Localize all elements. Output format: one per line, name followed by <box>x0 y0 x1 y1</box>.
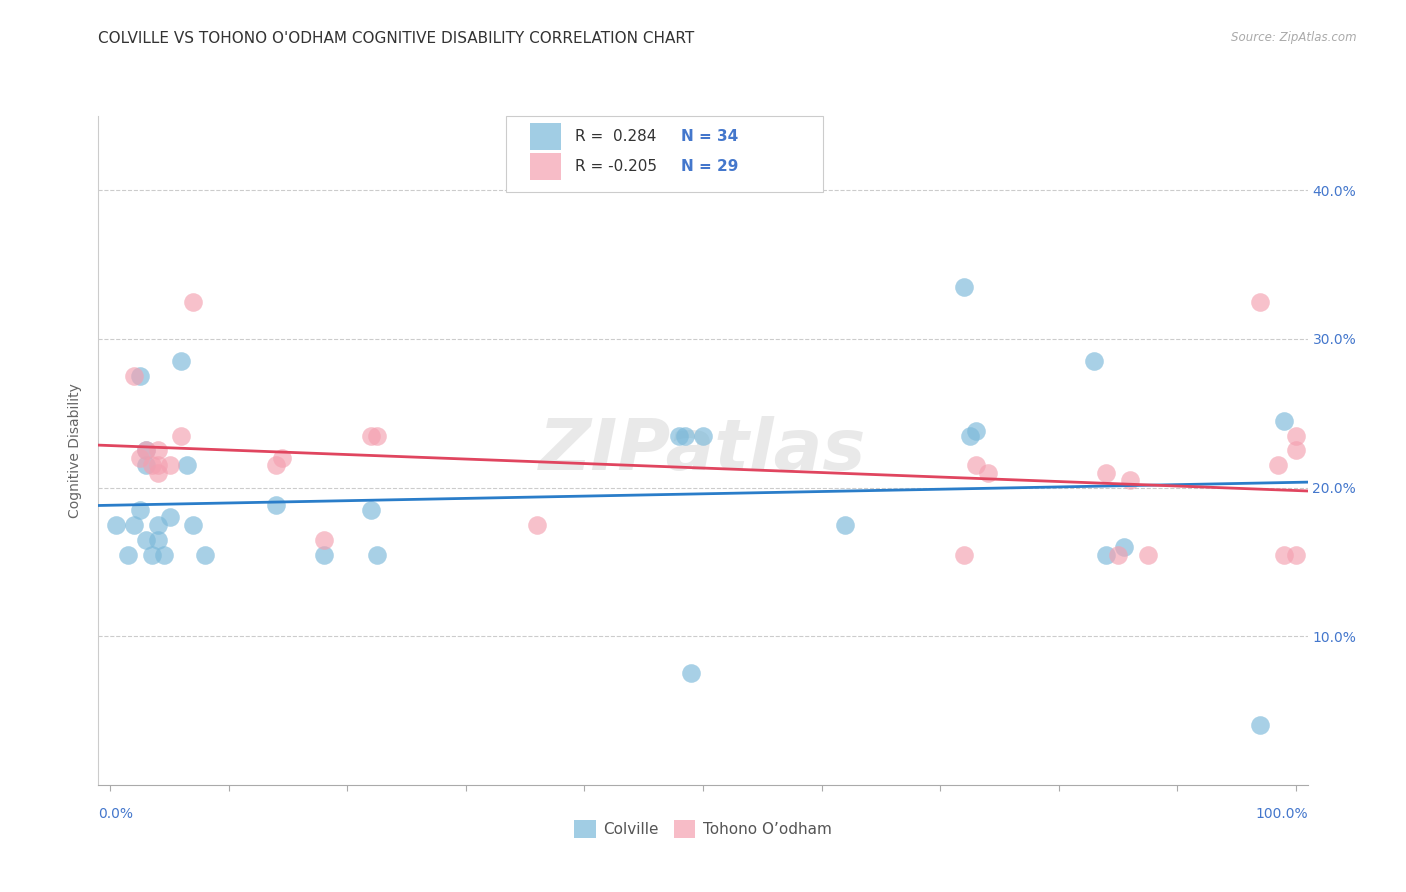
Point <box>1112 540 1135 554</box>
Point <box>360 503 382 517</box>
Point <box>146 466 169 480</box>
Point <box>1285 428 1308 442</box>
Point <box>1095 548 1118 562</box>
Point <box>1249 718 1271 732</box>
Point <box>129 369 152 384</box>
Point <box>141 458 163 473</box>
Point <box>1267 458 1289 473</box>
Point <box>312 548 335 562</box>
Point <box>834 517 856 532</box>
Point <box>170 354 193 368</box>
Point <box>117 548 139 562</box>
Point <box>135 458 157 473</box>
Point <box>976 466 998 480</box>
Point <box>1272 414 1295 428</box>
Point <box>1272 548 1295 562</box>
Point <box>129 503 152 517</box>
Point <box>1119 473 1142 487</box>
Point <box>668 428 690 442</box>
Point <box>965 424 987 438</box>
Point <box>1107 548 1129 562</box>
Point <box>181 517 204 532</box>
Point <box>366 548 388 562</box>
Text: N = 29: N = 29 <box>681 160 738 174</box>
Point <box>1285 548 1308 562</box>
Text: N = 34: N = 34 <box>681 129 738 144</box>
Point <box>146 533 169 547</box>
Point <box>1285 443 1308 458</box>
Point <box>952 548 974 562</box>
Point <box>965 458 987 473</box>
Point <box>673 428 696 442</box>
Point <box>264 458 287 473</box>
Point <box>264 499 287 513</box>
Point <box>366 428 388 442</box>
Y-axis label: Cognitive Disability: Cognitive Disability <box>69 383 83 518</box>
Text: R =  0.284: R = 0.284 <box>575 129 657 144</box>
Point <box>181 294 204 309</box>
Point <box>1083 354 1105 368</box>
Point <box>159 458 181 473</box>
Point <box>312 533 335 547</box>
Point <box>129 450 152 465</box>
Point <box>1249 294 1271 309</box>
Point <box>159 510 181 524</box>
Point <box>105 517 128 532</box>
Point <box>122 369 145 384</box>
Point <box>146 458 169 473</box>
Point <box>176 458 198 473</box>
Point <box>952 280 974 294</box>
Text: COLVILLE VS TOHONO O'ODHAM COGNITIVE DISABILITY CORRELATION CHART: COLVILLE VS TOHONO O'ODHAM COGNITIVE DIS… <box>98 31 695 46</box>
Text: R = -0.205: R = -0.205 <box>575 160 657 174</box>
Point <box>681 666 703 681</box>
Point <box>135 533 157 547</box>
Point <box>1136 548 1159 562</box>
Point <box>152 548 174 562</box>
Point <box>526 517 548 532</box>
Text: 100.0%: 100.0% <box>1256 807 1308 822</box>
Point <box>1095 466 1118 480</box>
Point <box>122 517 145 532</box>
Point <box>146 443 169 458</box>
Point <box>170 428 193 442</box>
Point <box>141 548 163 562</box>
Text: ZIPatlas: ZIPatlas <box>540 416 866 485</box>
Point <box>135 443 157 458</box>
Point <box>360 428 382 442</box>
Text: Source: ZipAtlas.com: Source: ZipAtlas.com <box>1232 31 1357 45</box>
Legend: Colville, Tohono O’odham: Colville, Tohono O’odham <box>568 814 838 844</box>
Point <box>146 517 169 532</box>
Point <box>959 428 981 442</box>
Text: 0.0%: 0.0% <box>98 807 134 822</box>
Point <box>692 428 714 442</box>
Point <box>194 548 217 562</box>
Point <box>135 443 157 458</box>
Point <box>271 450 294 465</box>
